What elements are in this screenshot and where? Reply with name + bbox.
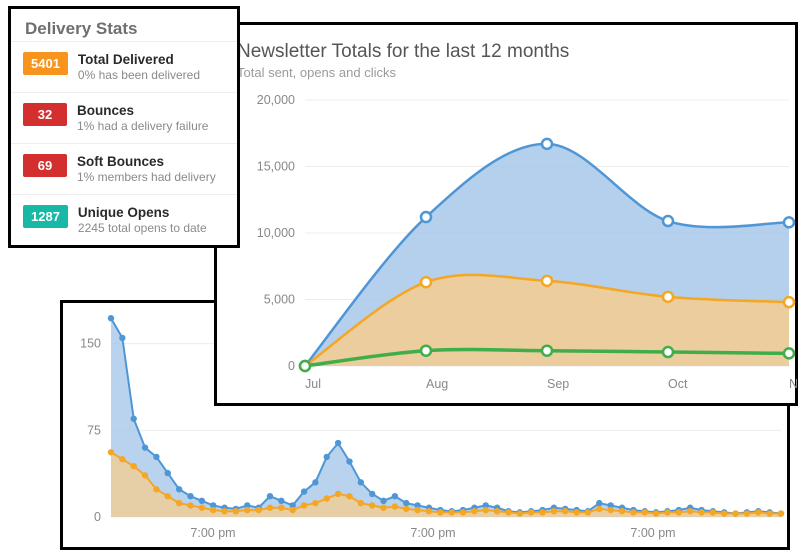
svg-text:Oct: Oct — [668, 377, 688, 391]
delivery-stats-title: Delivery Stats — [11, 9, 237, 42]
stat-badge: 5401 — [23, 52, 68, 75]
stat-row: 32 Bounces1% had a delivery failure — [11, 92, 237, 143]
svg-text:Nov: Nov — [789, 377, 797, 391]
svg-text:Jul: Jul — [305, 377, 321, 391]
stat-subtitle: 1% members had delivery — [77, 170, 216, 184]
stat-badge: 32 — [23, 103, 67, 126]
stat-badge: 1287 — [23, 205, 68, 228]
stat-row: 5401 Total Delivered0% has been delivered — [11, 42, 237, 92]
stat-row: 69 Soft Bounces1% members had delivery — [11, 143, 237, 194]
delivery-stats-card: Delivery Stats 5401 Total Delivered0% has… — [8, 6, 240, 248]
svg-text:150: 150 — [80, 337, 101, 351]
svg-text:7:00 pm: 7:00 pm — [630, 526, 675, 540]
stat-subtitle: 2245 total opens to date — [78, 221, 207, 235]
stat-text: Total Delivered0% has been delivered — [78, 52, 200, 82]
svg-text:20,000: 20,000 — [257, 93, 295, 107]
stat-title: Total Delivered — [78, 52, 200, 67]
stat-subtitle: 0% has been delivered — [78, 68, 200, 82]
stat-title: Soft Bounces — [77, 154, 216, 169]
svg-text:Sep: Sep — [547, 377, 569, 391]
stat-badge: 69 — [23, 154, 67, 177]
stat-text: Soft Bounces1% members had delivery — [77, 154, 216, 184]
newsletter-totals-card: Newsletter Totals for the last 12 months… — [214, 22, 798, 406]
svg-text:5,000: 5,000 — [264, 293, 295, 307]
svg-text:10,000: 10,000 — [257, 226, 295, 240]
svg-text:75: 75 — [87, 423, 101, 437]
stat-title: Bounces — [77, 103, 208, 118]
svg-text:15,000: 15,000 — [257, 160, 295, 174]
stat-row: 1287 Unique Opens2245 total opens to date — [11, 194, 237, 245]
stat-text: Unique Opens2245 total opens to date — [78, 205, 207, 235]
stat-subtitle: 1% had a delivery failure — [77, 119, 208, 133]
svg-text:7:00 pm: 7:00 pm — [190, 526, 235, 540]
stat-title: Unique Opens — [78, 205, 207, 220]
svg-text:Aug: Aug — [426, 377, 448, 391]
stat-text: Bounces1% had a delivery failure — [77, 103, 208, 133]
svg-text:7:00 pm: 7:00 pm — [410, 526, 455, 540]
totals-title: Newsletter Totals for the last 12 months — [237, 41, 791, 63]
totals-subtitle: Total sent, opens and clicks — [237, 65, 791, 80]
newsletter-totals-svg: 0 5,000 10,000 15,000 20,000 Jul Aug Sep Oct Nov — [237, 80, 797, 400]
svg-text:0: 0 — [94, 510, 101, 524]
svg-text:0: 0 — [288, 359, 295, 373]
